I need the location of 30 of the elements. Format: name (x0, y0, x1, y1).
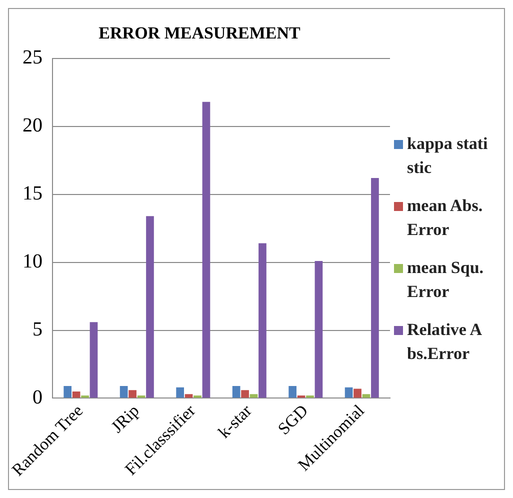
bar (371, 178, 379, 398)
bar (176, 387, 184, 398)
chart-title: ERROR MEASUREMENT (98, 24, 301, 43)
bar (288, 386, 296, 398)
bar (314, 260, 323, 398)
y-tick-label: 5 (32, 318, 43, 341)
bar (241, 390, 249, 398)
bar (64, 386, 72, 398)
bar (128, 390, 136, 398)
y-tick-label: 10 (22, 250, 43, 273)
y-tick-label: 15 (22, 182, 43, 205)
bar (232, 386, 240, 398)
bar (120, 386, 128, 398)
bar (250, 394, 258, 398)
bar (354, 388, 362, 398)
legend-label: Relative Abs.Error (407, 319, 484, 365)
bar (344, 387, 353, 398)
bar (184, 394, 193, 398)
bar (258, 243, 266, 398)
legend-label: mean Squ.Error (407, 257, 485, 303)
bar (146, 216, 154, 398)
y-tick-label: 20 (22, 114, 43, 137)
legend-label: kappa statistic (407, 133, 489, 179)
bar (362, 394, 370, 398)
bar (202, 102, 210, 398)
y-tick-label: 0 (32, 386, 43, 408)
bar (90, 322, 98, 398)
y-tick-label: 25 (22, 46, 43, 69)
legend-label: mean Abs.Error (407, 195, 484, 241)
bar (72, 391, 80, 398)
